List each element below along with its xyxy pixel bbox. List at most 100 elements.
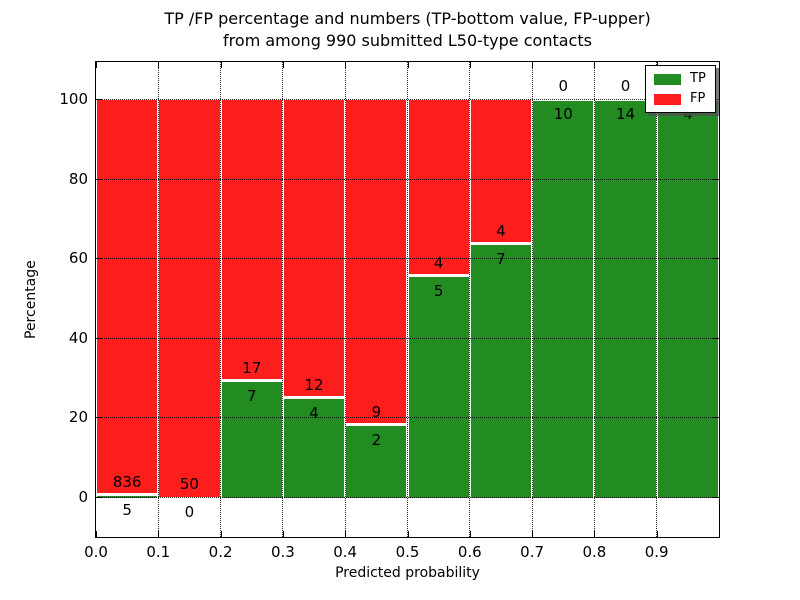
- y-tick-label: 80: [68, 169, 88, 188]
- gridline-vertical: [220, 62, 222, 537]
- gridline-horizontal: [96, 417, 719, 419]
- x-tick-mark: [594, 62, 596, 68]
- y-tick-mark: [96, 258, 102, 260]
- gridline-horizontal: [96, 99, 719, 100]
- x-tick-mark: [532, 62, 534, 68]
- bar-group: [469, 99, 533, 498]
- tp-bar-segment: [408, 277, 469, 498]
- y-tick-label: 20: [68, 408, 88, 427]
- x-tick-label: 0.1: [146, 543, 171, 561]
- x-tick-label: 0.4: [333, 543, 358, 561]
- tick-marks-layer: [96, 62, 719, 537]
- y-tick-mark: [96, 497, 102, 498]
- bar-group: [532, 99, 595, 498]
- bar-group: [158, 99, 221, 498]
- y-axis-label: Percentage: [23, 260, 39, 339]
- fp-count-label: 50: [179, 475, 199, 493]
- x-tick-mark: [407, 62, 409, 68]
- fp-count-label: 4: [433, 253, 444, 272]
- fp-bar-segment: [283, 100, 345, 396]
- x-tick-mark: [282, 531, 284, 537]
- tp-count-label: 4: [683, 105, 693, 123]
- x-tick-mark: [532, 531, 534, 537]
- x-axis-label: Predicted probability: [335, 565, 480, 581]
- bar-group: [96, 99, 159, 498]
- gridline-vertical: [407, 62, 408, 537]
- tp-count-label: 7: [496, 249, 506, 268]
- y-tick-mark: [713, 497, 719, 498]
- x-tick-mark: [96, 531, 97, 537]
- bar-group: [282, 99, 346, 498]
- x-tick-mark: [345, 62, 347, 68]
- x-tick-mark: [469, 531, 471, 537]
- y-tick-label: 100: [59, 90, 88, 108]
- legend-entry-fp: FP: [654, 92, 706, 106]
- tp-count-label: 7: [246, 386, 257, 405]
- bars-layer: [96, 62, 719, 537]
- y-tick-label: 0: [78, 488, 88, 506]
- y-tick-mark: [96, 99, 102, 100]
- x-tick-label: 0.2: [208, 543, 233, 561]
- x-tick-label: 0.5: [395, 543, 420, 561]
- x-tick-mark: [158, 531, 160, 537]
- bar-group: [407, 99, 470, 498]
- y-tick-mark: [713, 337, 719, 339]
- gridline-vertical: [344, 62, 346, 537]
- x-tick-mark: [158, 62, 160, 68]
- y-tick-mark: [713, 178, 719, 180]
- chart-title: TP /FP percentage and numbers (TP-bottom…: [96, 8, 719, 52]
- tp-legend-swatch-icon: [654, 73, 681, 85]
- gridline-vertical: [282, 62, 284, 537]
- y-tick-mark: [96, 178, 102, 180]
- y-tick-mark: [713, 258, 719, 260]
- tp-count-label: 5: [433, 281, 444, 300]
- x-tick-label: 0.7: [520, 543, 545, 561]
- x-tick-mark: [407, 531, 409, 537]
- tp-bar-segment: [470, 245, 532, 498]
- tp-count-label: 4: [309, 403, 319, 422]
- tp-bar-segment: [283, 399, 345, 498]
- tp-count-label: 2: [371, 430, 382, 449]
- bar-group: [345, 99, 408, 498]
- fp-count-label: 4: [496, 221, 506, 240]
- gridline-vertical: [157, 62, 159, 537]
- x-tick-label: 0.3: [270, 543, 295, 561]
- tp-bar-segment: [533, 101, 594, 498]
- gridlines-layer: [96, 62, 719, 537]
- fp-count-label: 12: [304, 375, 324, 394]
- y-tick-mark: [96, 337, 102, 339]
- x-tick-label: 0.0: [84, 543, 108, 561]
- x-tick-label: 0.8: [582, 543, 607, 561]
- x-tick-mark: [96, 62, 97, 68]
- legend: TP FP: [645, 65, 716, 113]
- gridline-vertical: [469, 62, 471, 537]
- fp-count-label: 0: [558, 77, 569, 95]
- x-tick-label: 0.9: [644, 543, 669, 561]
- title-line-1: TP /FP percentage and numbers (TP-bottom…: [164, 9, 651, 28]
- legend-entry-tp: TP: [654, 72, 706, 86]
- fp-bar-segment: [159, 100, 220, 497]
- bar-group: [220, 99, 283, 498]
- gridline-vertical: [531, 62, 533, 537]
- x-tick-mark: [220, 531, 222, 537]
- fp-bar-segment: [97, 100, 158, 493]
- gridline-horizontal: [96, 178, 719, 180]
- tp-bar-segment: [595, 101, 656, 498]
- fp-legend-swatch-icon: [654, 93, 681, 105]
- x-tick-mark: [345, 531, 347, 537]
- x-tick-mark: [469, 62, 471, 68]
- fp-count-label: 836: [112, 472, 142, 491]
- gridline-horizontal: [96, 258, 719, 260]
- y-tick-mark: [713, 99, 719, 100]
- tp-bar-segment: [657, 101, 718, 498]
- tp-bar-segment: [221, 382, 282, 498]
- plot-area: 836550017712492454701001404 TP FP: [95, 61, 720, 538]
- fp-count-label: 17: [242, 358, 262, 377]
- title-line-2: from among 990 submitted L50-type contac…: [223, 31, 592, 50]
- x-tick-mark: [282, 62, 284, 68]
- fp-bar-segment: [221, 100, 282, 379]
- fp-bar-segment: [470, 100, 532, 242]
- tp-bar-segment: [346, 426, 407, 498]
- y-tick-mark: [96, 417, 102, 419]
